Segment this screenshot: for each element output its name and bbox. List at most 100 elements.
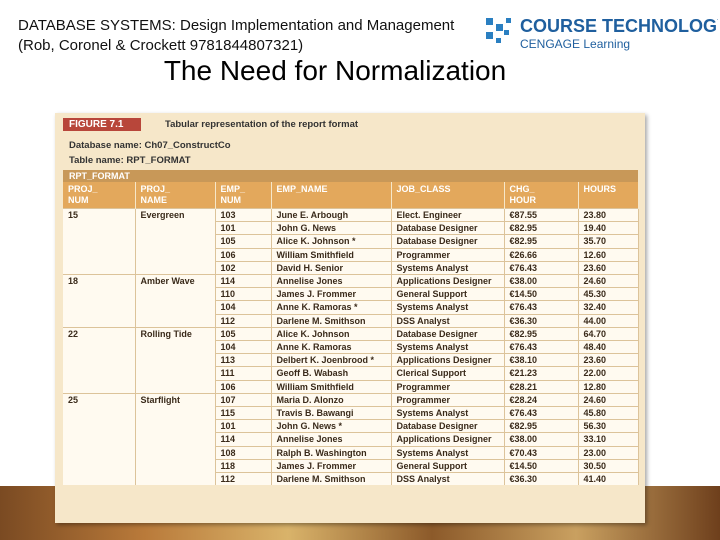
table-cell: Rolling Tide: [135, 326, 216, 341]
database-name: Database name: Ch07_ConstructCo: [69, 140, 231, 151]
empty-cell: [63, 287, 136, 301]
empty-cell: [63, 314, 136, 328]
table-row: 106 William Smithfield Programmer €26.66 12.…: [63, 247, 639, 262]
table-row: 110 James J. Frommer General Support €14.50…: [63, 287, 639, 301]
table-cell: 106: [215, 379, 272, 394]
empty-cell: [135, 234, 216, 249]
empty-cell: [135, 248, 216, 262]
table-cell: 25: [63, 392, 136, 407]
table-cell: DSS Analyst: [391, 472, 505, 486]
table-cell: 48.40: [578, 340, 639, 354]
table-cell: €14.50: [504, 287, 579, 301]
table-cell: Alice K. Johnson *: [271, 234, 392, 249]
table-cell: 101: [215, 419, 272, 433]
table-cell: Evergreen: [135, 207, 216, 222]
table-row: 112 Darlene M. Smithson DSS Analyst €36.30 4…: [63, 472, 639, 486]
table-row: 106 William Smithfield Programmer €28.21 12.…: [63, 379, 639, 394]
table-cell: 18: [63, 274, 136, 288]
table-cell: €28.24: [504, 392, 579, 407]
table-cell: Maria D. Alonzo: [271, 392, 392, 407]
empty-cell: [63, 459, 136, 473]
table-cell: 23.80: [578, 207, 639, 222]
table-cell: €76.43: [504, 406, 579, 420]
header-row: PROJ_ NUM PROJ_ NAME EMP_ NUM EMP_NAME JOB_C…: [63, 182, 639, 209]
table-row: 15 Evergreen 103 June E. Arbough Elect. Engi…: [63, 207, 639, 222]
empty-cell: [135, 406, 216, 420]
table-cell: 12.80: [578, 379, 639, 394]
table-cell: Clerical Support: [391, 366, 505, 381]
table-row: 25 Starflight 107 Maria D. Alonzo Programmer…: [63, 392, 639, 407]
empty-cell: [135, 472, 216, 486]
table-cell: 23.00: [578, 445, 639, 460]
table-cell: 15: [63, 207, 136, 222]
table-cell: €76.43: [504, 260, 579, 275]
figure-caption: Tabular representation of the report for…: [165, 119, 359, 130]
empty-cell: [63, 221, 136, 235]
column-header: CHG_ HOUR: [504, 182, 579, 209]
table-cell: General Support: [391, 458, 505, 473]
table-cell: Database Designer: [391, 234, 505, 249]
empty-cell: [135, 366, 216, 381]
column-header: PROJ_ NUM: [63, 182, 136, 209]
table-row: 102 David H. Senior Systems Analyst €76.43 2…: [63, 260, 639, 275]
table-cell: €38.00: [504, 274, 579, 288]
table-row: 108 Ralph B. Washington Systems Analyst €70…: [63, 445, 639, 460]
table-cell: €70.43: [504, 445, 579, 460]
table-cell: James J. Frommer: [271, 287, 392, 301]
table-cell: 111: [215, 366, 272, 381]
empty-cell: [135, 300, 216, 315]
table-cell: €36.30: [504, 472, 579, 486]
table-cell: William Smithfield: [271, 247, 392, 262]
table-row: 112 Darlene M. Smithson DSS Analyst €36.30 4…: [63, 313, 639, 328]
table-cell: Database Designer: [391, 419, 505, 433]
table-cell: 112: [215, 313, 272, 328]
table-row: 111 Geoff B. Wabash Clerical Support €21.23…: [63, 366, 639, 381]
table-cell: Anne K. Ramoras *: [271, 300, 392, 315]
table-cell: Programmer: [391, 392, 505, 407]
table-row: 118 James J. Frommer General Support €14.50…: [63, 458, 639, 473]
table-cell: €82.95: [504, 419, 579, 433]
table-cell: Geoff B. Wabash: [271, 366, 392, 381]
table-cell: €26.66: [504, 247, 579, 262]
empty-cell: [135, 353, 216, 367]
table-cell: 45.30: [578, 287, 639, 301]
table-cell: Programmer: [391, 247, 505, 262]
empty-cell: [63, 380, 136, 394]
table-cell: 105: [215, 326, 272, 341]
table-cell: Annelise Jones: [271, 432, 392, 447]
table-row: 115 Travis B. Bawangi Systems Analyst €76.4…: [63, 406, 639, 420]
table-body: 15 Evergreen 103 June E. Arbough Elect. Engi…: [63, 207, 639, 486]
table-cell: Applications Designer: [391, 353, 505, 367]
table-cell: Applications Designer: [391, 432, 505, 447]
empty-cell: [135, 446, 216, 460]
empty-cell: [63, 300, 136, 315]
empty-cell: [135, 380, 216, 394]
table-cell: €82.95: [504, 234, 579, 249]
table-cell: 115: [215, 406, 272, 420]
table-cell: Systems Analyst: [391, 445, 505, 460]
table-cell: 114: [215, 274, 272, 288]
table-row: 101 John G. News Database Designer €82.95 19…: [63, 221, 639, 235]
table-cell: 24.60: [578, 274, 639, 288]
table-cell: Travis B. Bawangi: [271, 406, 392, 420]
empty-cell: [63, 446, 136, 460]
table-cell: €87.55: [504, 207, 579, 222]
empty-cell: [135, 261, 216, 275]
table-cell: DSS Analyst: [391, 313, 505, 328]
empty-cell: [135, 287, 216, 301]
logo: COURSE TECHNOLOGY CENGAGE Learning: [486, 16, 718, 51]
table-cell: 12.60: [578, 247, 639, 262]
table-cell: 105: [215, 234, 272, 249]
figure-label: FIGURE 7.1: [63, 118, 142, 131]
column-header: EMP_ NUM: [215, 182, 272, 209]
table-cell: Delbert K. Joenbrood *: [271, 353, 392, 367]
table-cell: 35.70: [578, 234, 639, 249]
table-cell: Alice K. Johnson: [271, 326, 392, 341]
table-cell: Elect. Engineer: [391, 207, 505, 222]
table-cell: June E. Arbough: [271, 207, 392, 222]
column-header: PROJ_ NAME: [135, 182, 216, 209]
table-cell: 112: [215, 472, 272, 486]
table-cell: 24.60: [578, 392, 639, 407]
table-cell: €82.95: [504, 221, 579, 235]
